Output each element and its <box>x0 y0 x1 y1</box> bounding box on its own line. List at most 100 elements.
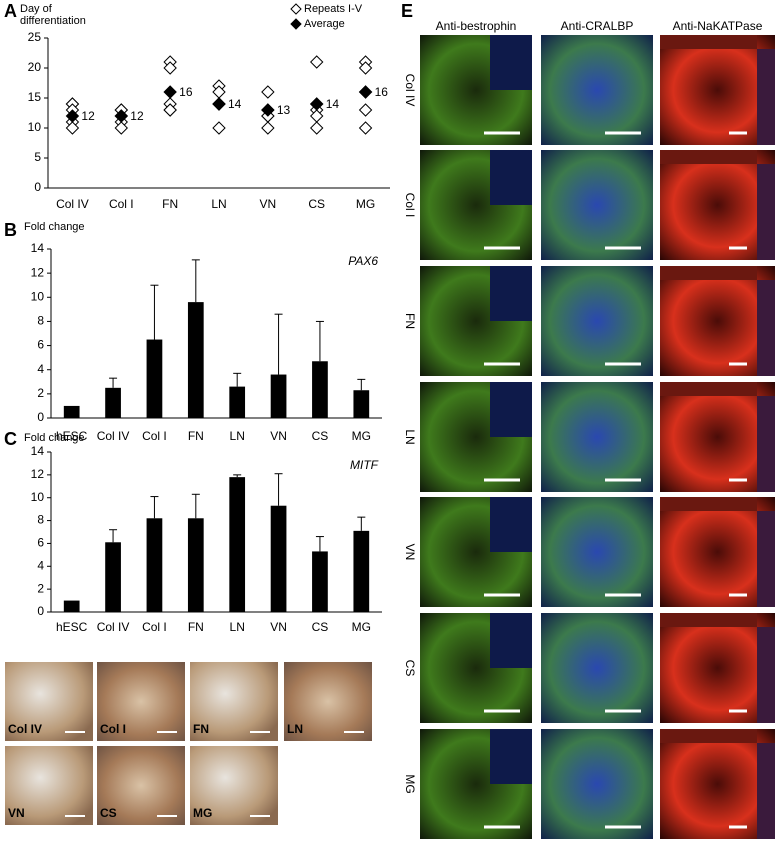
nuclei-inset <box>490 382 532 437</box>
error-bar <box>191 493 200 519</box>
ortho-side <box>757 396 775 492</box>
y-tick-label: 10 <box>28 120 42 134</box>
nuclei-inset <box>490 729 532 784</box>
bar <box>146 518 163 612</box>
y-tick-label: 0 <box>37 410 44 424</box>
bar <box>312 551 328 612</box>
repeat-point <box>310 55 324 69</box>
y-tick-label: 25 <box>28 30 42 44</box>
y-tick-label: 6 <box>37 536 44 550</box>
ortho-side <box>757 743 775 839</box>
column-header: Anti-bestrophin <box>436 19 517 33</box>
panel-letter: B <box>4 220 17 240</box>
average-label: 14 <box>228 97 242 111</box>
micrograph-label: MG <box>193 806 212 820</box>
micrograph <box>660 613 775 723</box>
bar <box>146 339 163 418</box>
micrograph <box>284 662 372 741</box>
y-tick-label: 6 <box>37 338 44 352</box>
nuclei-inset <box>490 150 532 205</box>
micrograph-label: VN <box>8 806 25 820</box>
average-label: 14 <box>326 97 340 111</box>
column-header: Anti-NaKATPase <box>673 19 763 33</box>
ortho-top <box>660 266 757 280</box>
micrograph <box>660 497 775 607</box>
error-bar <box>233 474 242 478</box>
repeat-point <box>65 121 80 135</box>
ortho-top <box>660 35 757 49</box>
average-point <box>65 109 80 123</box>
average-point <box>163 85 177 99</box>
error-bar <box>274 313 283 375</box>
micrograph-label: CS <box>100 806 117 820</box>
error-bar <box>357 378 366 391</box>
y-axis-label: differentiation <box>20 15 86 27</box>
y-tick-label: 4 <box>37 558 44 572</box>
repeat-point <box>358 121 373 135</box>
average-label: 12 <box>81 109 95 123</box>
micrograph <box>541 613 653 723</box>
y-tick-label: 15 <box>28 90 42 104</box>
x-tick-label: VN <box>270 429 287 443</box>
column-header: Anti-CRALBP <box>561 19 634 33</box>
legend-marker <box>290 18 302 30</box>
x-tick-label: Col I <box>142 429 167 443</box>
bar <box>312 361 328 418</box>
micrograph <box>541 497 653 607</box>
x-tick-label: FN <box>188 620 204 634</box>
average-point <box>212 97 226 111</box>
micrograph <box>541 150 653 260</box>
ortho-top <box>660 150 757 164</box>
repeat-point <box>310 121 324 135</box>
error-bar <box>109 377 118 388</box>
repeat-point <box>358 103 373 117</box>
micrograph <box>190 746 278 825</box>
error-bar <box>315 536 324 552</box>
micrograph <box>5 662 93 741</box>
error-bar <box>150 496 159 519</box>
x-tick-label: LN <box>230 620 245 634</box>
error-bar <box>191 259 200 303</box>
bar <box>105 542 121 612</box>
y-tick-label: 14 <box>31 241 45 255</box>
row-label: LN <box>403 429 417 444</box>
average-label: 16 <box>375 85 389 99</box>
ortho-top <box>660 729 757 743</box>
legend-label: Repeats I-V <box>304 3 363 15</box>
micrograph <box>5 746 93 825</box>
micrograph <box>97 662 185 741</box>
y-tick-label: 10 <box>31 289 45 303</box>
panel-letter: A <box>4 1 17 21</box>
error-bar <box>109 529 118 543</box>
y-tick-label: 8 <box>37 314 44 328</box>
repeat-point <box>163 103 177 117</box>
micrograph <box>541 382 653 492</box>
bar <box>63 405 80 418</box>
legend-marker <box>290 3 302 15</box>
panel-letter: C <box>4 429 17 449</box>
repeat-point <box>212 121 226 135</box>
y-tick-label: 12 <box>31 265 45 279</box>
y-tick-label: 10 <box>31 490 45 504</box>
micrograph <box>660 382 775 492</box>
x-tick-label: MG <box>352 429 371 443</box>
average-label: 13 <box>277 103 291 117</box>
bar <box>187 302 204 418</box>
micrograph-label: LN <box>287 722 303 736</box>
bar <box>229 477 246 612</box>
error-bar <box>274 473 283 506</box>
micrograph <box>541 729 653 839</box>
ortho-side <box>757 511 775 607</box>
bar <box>270 505 287 612</box>
x-tick-label: Col IV <box>97 429 130 443</box>
micrograph <box>660 266 775 376</box>
micrograph <box>190 662 278 741</box>
x-tick-label: Col IV <box>97 620 130 634</box>
y-tick-label: 0 <box>34 180 41 194</box>
ortho-top <box>660 497 757 511</box>
row-label: MG <box>403 774 417 793</box>
average-label: 16 <box>179 85 193 99</box>
micrograph <box>660 35 775 145</box>
average-point <box>310 97 324 111</box>
